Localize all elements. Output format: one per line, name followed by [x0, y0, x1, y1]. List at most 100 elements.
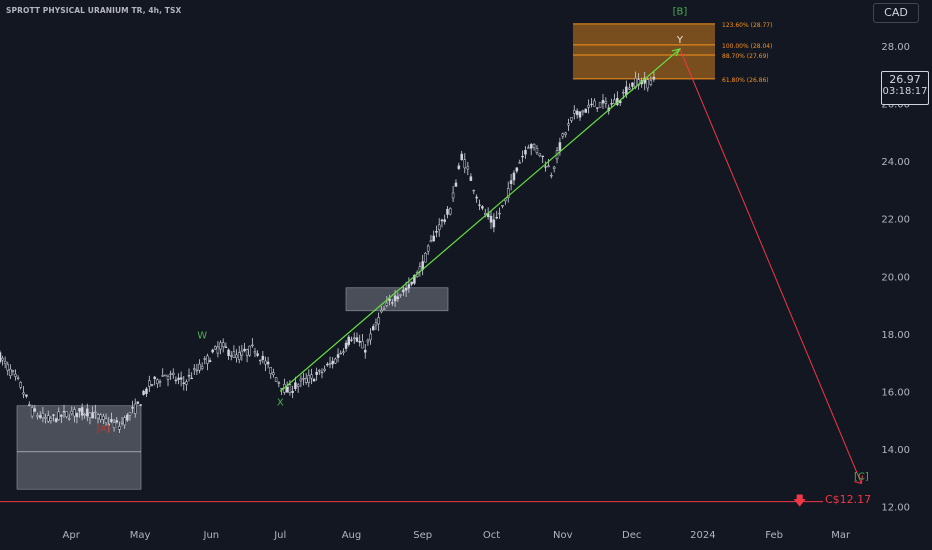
wave-label-Y: Y [676, 35, 684, 46]
x-tick-label: Nov [553, 530, 573, 541]
currency-button[interactable]: CAD [873, 3, 919, 23]
x-tick-label: Sep [413, 530, 432, 541]
candle-body [83, 413, 86, 416]
y-tick-label: 16.00 [881, 387, 910, 398]
candle-body [506, 188, 510, 198]
candle-body [136, 401, 140, 404]
candle-body [112, 422, 116, 428]
candle-body [584, 108, 588, 113]
candle-body [631, 82, 634, 87]
candle-body [3, 361, 7, 364]
candle-body [285, 387, 289, 393]
candle-body [307, 375, 311, 383]
wave-marker-B: [B] [673, 6, 688, 17]
candle-body [73, 409, 76, 417]
candle-body [334, 358, 337, 364]
candle-body [628, 87, 631, 90]
candle-body [323, 368, 326, 371]
candle-body [115, 420, 119, 423]
candle-body [424, 253, 427, 263]
candle-body [126, 414, 129, 421]
candle-body [358, 340, 361, 343]
candle-body [498, 212, 501, 215]
candle-body [14, 373, 17, 377]
candle-body [52, 414, 55, 416]
candle-body [1, 357, 4, 361]
wave-label-W: W [197, 330, 207, 341]
candle-body [481, 206, 484, 209]
candle-body [318, 370, 321, 372]
candle-body [302, 378, 305, 380]
candle-body [145, 388, 148, 394]
candle-body [102, 416, 105, 420]
candle-body [245, 349, 249, 356]
candle-body [613, 99, 616, 105]
candle-body [30, 407, 34, 417]
candle-body [195, 369, 199, 372]
candle-body [304, 378, 308, 383]
candle-body [49, 418, 53, 422]
candle-body [564, 132, 567, 135]
candle-body [164, 374, 167, 377]
candle-body [437, 224, 441, 230]
candle-body [469, 176, 473, 181]
candle-body [328, 363, 332, 365]
candle-body [385, 302, 389, 306]
candle-body [388, 298, 391, 302]
fib-label: 100.00% (28.04) [722, 43, 772, 50]
x-tick-label: Oct [483, 530, 500, 541]
candle-body [96, 414, 100, 419]
wave-x-y-line [279, 48, 681, 392]
y-tick-label: 28.00 [881, 42, 910, 53]
candle-body [509, 180, 513, 184]
down-arrow-icon: 🡇 [793, 494, 807, 509]
candle-body [527, 147, 530, 149]
candle-body [296, 384, 300, 387]
candle-body [161, 375, 164, 377]
candle-body [166, 375, 170, 380]
candle-body [177, 377, 180, 380]
candle-body [320, 371, 324, 374]
candle-body [264, 360, 267, 365]
axis-layer: 12.00 14.00 16.00 18.00 20.00 22.00 24.00 26.00… [63, 42, 910, 541]
candle-body [227, 349, 230, 356]
candle-body [593, 100, 596, 107]
candle-body [518, 162, 521, 164]
candle-body [294, 382, 297, 389]
candle-body [573, 110, 576, 114]
candle-body [578, 111, 582, 118]
candle-body [352, 337, 356, 339]
candle-body [524, 149, 527, 155]
candle-body [206, 355, 209, 364]
candle-body [248, 345, 251, 356]
candle-body [501, 205, 504, 207]
candle-body [299, 378, 303, 382]
candle-body [521, 155, 524, 158]
wave-arrowhead [671, 47, 682, 57]
candle-body [312, 379, 316, 382]
candle-body [110, 419, 113, 422]
candle-body [36, 415, 39, 417]
chart-title: SPROTT PHYSICAL URANIUM TR, 4h, TSX [6, 6, 182, 15]
candle-body [54, 418, 58, 423]
candle-body [46, 415, 50, 422]
candle-body [570, 117, 573, 121]
candle-body [369, 333, 372, 341]
candle-body [221, 342, 225, 348]
candle-body [258, 359, 262, 362]
candle-body [529, 144, 533, 149]
candle-body [9, 368, 12, 376]
candle-body [41, 412, 45, 418]
candle-body [237, 352, 241, 360]
candle-body [16, 377, 20, 379]
candle-body [598, 102, 602, 108]
candle-body [156, 379, 159, 384]
candle-body [407, 284, 411, 289]
candle-body [454, 182, 458, 187]
candle-body [315, 371, 318, 375]
wave-lines-layer [0, 47, 866, 503]
candle-body [538, 153, 542, 156]
candle-body [133, 403, 137, 414]
candle-body [601, 100, 605, 104]
